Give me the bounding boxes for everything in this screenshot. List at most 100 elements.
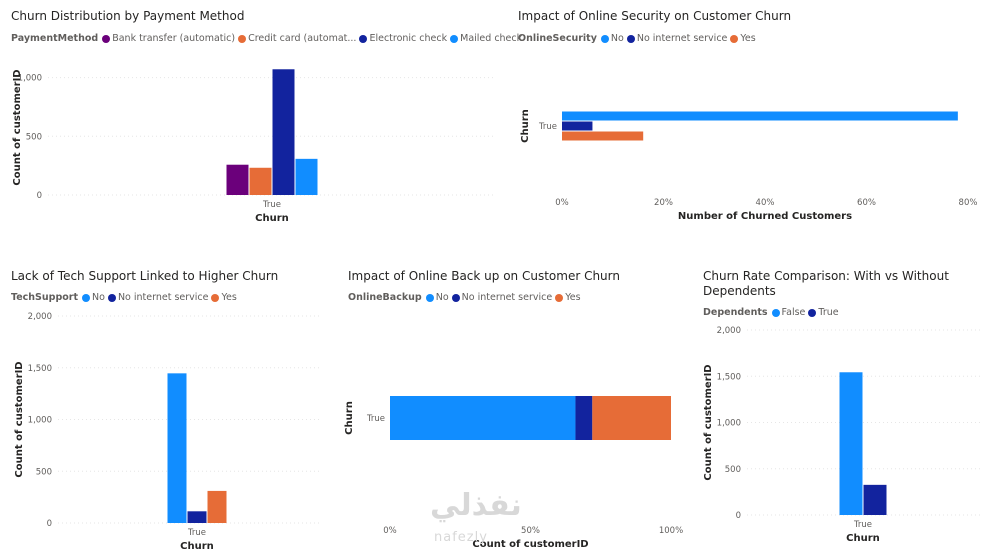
y-axis-title: Count of customerID (703, 364, 714, 480)
x-tick-label: 40% (756, 198, 775, 208)
dependents-chart-svg: 0 500 1,000 1,500 2,000 True Churn Count of cus… (703, 326, 980, 544)
chart-legend: Dependents False True (703, 307, 842, 318)
online-backup-visual[interactable]: Impact of Online Back up on Customer Chu… (336, 262, 686, 557)
x-tick-label: 0% (555, 198, 569, 208)
legend-item[interactable]: False (771, 307, 806, 318)
x-axis-title: Churn (255, 213, 289, 224)
y-axis-title: Count of customerID (14, 361, 25, 477)
chart-title: Lack of Tech Support Linked to Higher Ch… (11, 269, 279, 283)
legend-item[interactable]: Mailed check (450, 33, 522, 44)
legend-item[interactable]: Electronic check (359, 33, 447, 44)
legend-label: No internet service (636, 33, 728, 44)
payment-chart-svg: 0 500 1,000 True Churn Count of customerID (12, 69, 496, 224)
x-tick-label: 60% (857, 198, 876, 208)
legend-swatch (450, 34, 459, 43)
x-axis-title: Count of customerID (472, 539, 588, 550)
legend-swatch (102, 34, 111, 43)
x-tick-label: True (853, 520, 872, 530)
x-tick-label: True (187, 528, 206, 538)
legend-item[interactable]: No (600, 33, 624, 44)
y-tick-label: 1,000 (717, 419, 741, 429)
legend-label: Yes (221, 292, 237, 303)
legend-label: False (781, 307, 806, 318)
legend-label: True (818, 307, 839, 318)
y-tick-label: 1,500 (717, 372, 741, 382)
x-axis-title: Churn (180, 541, 214, 552)
legend-item[interactable]: Yes (730, 33, 756, 44)
legend-title: OnlineBackup (348, 292, 422, 303)
legend-title: Dependents (703, 307, 768, 318)
legend-label: Bank transfer (automatic) (112, 33, 236, 44)
dependents-visual[interactable]: Churn Rate Comparison: With vs Without D… (692, 262, 985, 557)
legend-label: Yes (740, 33, 756, 44)
watermark-logo: نفذلي (430, 488, 522, 523)
y-tick-label: 1,000 (18, 74, 42, 84)
chart-title: Impact of Online Back up on Customer Chu… (348, 269, 620, 283)
bar (187, 511, 207, 523)
bar (295, 158, 318, 195)
x-tick-label: 0% (383, 526, 397, 536)
y-tick-label: 0 (736, 511, 741, 521)
bar (562, 121, 593, 131)
legend-swatch (555, 293, 564, 302)
legend-item[interactable]: No (82, 292, 105, 303)
chart-legend: PaymentMethod Bank transfer (automatic) … (11, 33, 525, 44)
legend-item[interactable]: No internet service (451, 292, 552, 303)
x-tick-label: 50% (521, 526, 540, 536)
tech-support-visual[interactable]: Lack of Tech Support Linked to Higher Ch… (0, 262, 330, 557)
legend-item[interactable]: Bank transfer (automatic) (102, 33, 235, 44)
bar-segment (575, 396, 593, 440)
payment-method-visual[interactable]: Churn Distribution by Payment Method Pay… (0, 0, 522, 235)
bar (167, 373, 187, 523)
chart-title: Churn Rate Comparison: With vs Without D… (703, 269, 949, 298)
y-axis-title: Churn (520, 109, 531, 143)
y-tick-label: 1,000 (28, 416, 52, 426)
legend-swatch (82, 293, 91, 302)
x-axis-title: Number of Churned Customers (678, 211, 852, 222)
legend-item[interactable]: No (425, 292, 449, 303)
bar (226, 164, 249, 195)
legend-swatch (808, 308, 817, 317)
chart-legend: OnlineSecurity No No internet service Ye… (518, 33, 759, 44)
tech-chart-svg: 0 500 1,000 1,500 2,000 True Churn Count of cus… (14, 312, 322, 552)
legend-label: Yes (565, 292, 581, 303)
legend-label: No internet service (117, 292, 209, 303)
bar (839, 372, 863, 515)
legend-item[interactable]: Yes (555, 292, 581, 303)
legend-swatch (211, 293, 220, 302)
bar (562, 111, 958, 121)
legend-item[interactable]: True (808, 307, 839, 318)
legend-swatch (730, 34, 739, 43)
chart-legend: OnlineBackup No No internet service Yes (348, 292, 584, 303)
legend-label: Credit card (automat... (248, 33, 357, 44)
y-tick-label: True (366, 414, 385, 424)
security-chart-svg: 0% 20% 40% 60% 80% True Number of Churned Cust… (520, 109, 977, 222)
x-tick-label: 20% (654, 198, 673, 208)
legend-item[interactable]: No internet service (626, 33, 728, 44)
backup-chart-svg: 0% 50% 100% True Count of customerID Churn (344, 396, 683, 550)
legend-title: PaymentMethod (11, 33, 99, 44)
online-security-visual[interactable]: Impact of Online Security on Customer Ch… (505, 0, 985, 235)
legend-label: No (92, 292, 105, 303)
y-tick-label: 0 (47, 519, 52, 529)
legend-swatch (238, 34, 247, 43)
legend-swatch (359, 34, 368, 43)
legend-label: Mailed check (460, 33, 523, 44)
y-axis-title: Churn (344, 401, 355, 435)
x-tick-label: True (262, 200, 281, 210)
legend-label: No (435, 292, 449, 303)
legend-title: OnlineSecurity (518, 33, 597, 44)
y-tick-label: 500 (725, 465, 741, 475)
x-tick-label: 100% (659, 526, 683, 536)
legend-item[interactable]: Credit card (automat... (238, 33, 356, 44)
bar (272, 69, 295, 195)
y-axis-title: Count of customerID (12, 69, 23, 185)
legend-item[interactable]: Yes (211, 292, 237, 303)
legend-swatch (600, 34, 609, 43)
chart-title: Impact of Online Security on Customer Ch… (518, 9, 792, 23)
legend-swatch (451, 293, 460, 302)
y-tick-label: 2,000 (28, 312, 52, 322)
legend-item[interactable]: No internet service (107, 292, 209, 303)
legend-title: TechSupport (11, 292, 79, 303)
legend-label: No (610, 33, 624, 44)
